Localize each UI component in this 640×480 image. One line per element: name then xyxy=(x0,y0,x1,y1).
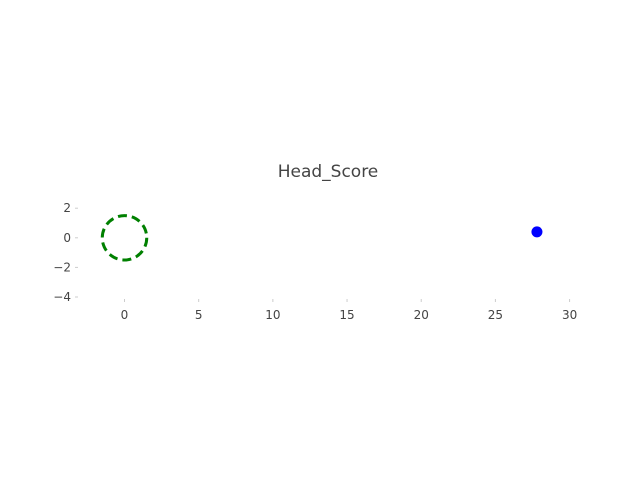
x-tick-label-15: 15 xyxy=(339,308,354,322)
chart-title: Head_Score xyxy=(278,162,379,182)
x-tick-label-25: 25 xyxy=(488,308,503,322)
y-tick-label-1: 0 xyxy=(63,231,71,245)
y-tick-label-0: 2 xyxy=(63,201,71,215)
y-tick-label-2: −2 xyxy=(53,260,71,274)
x-tick-label-30: 30 xyxy=(562,308,577,322)
dashed-circle xyxy=(100,214,149,262)
y-axis: 2 0 −2 −4 xyxy=(53,201,78,304)
x-tick-label-20: 20 xyxy=(414,308,429,322)
y-tick-label-3: −4 xyxy=(53,290,71,304)
x-tick-label-10: 10 xyxy=(265,308,280,322)
x-tick-label-5: 5 xyxy=(195,308,203,322)
x-axis: 0 5 10 15 20 25 30 xyxy=(121,299,577,322)
scatter-point-0 xyxy=(531,226,543,238)
plot-area xyxy=(100,214,543,262)
x-tick-label-0: 0 xyxy=(121,308,129,322)
